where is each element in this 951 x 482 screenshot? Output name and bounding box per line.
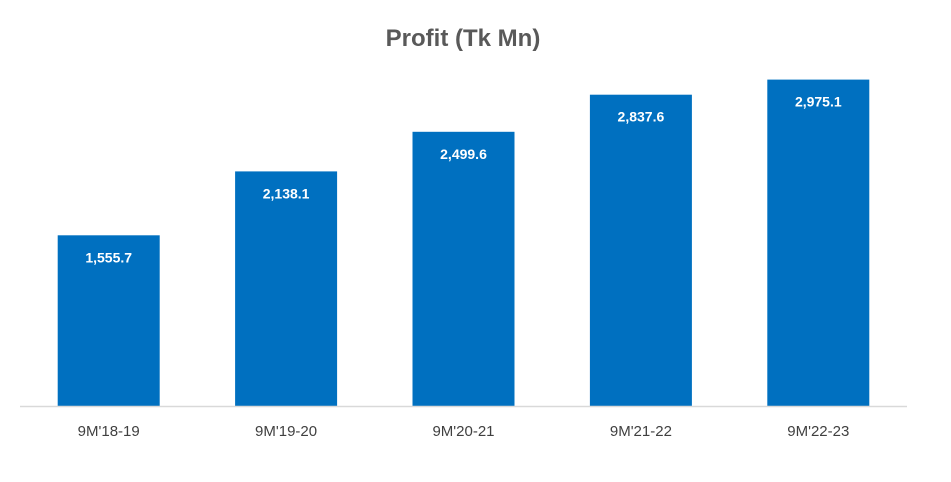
bar-3 — [589, 94, 692, 406]
x-tick-labels: 9M'18-19 9M'19-20 9M'20-21 9M'21-22 9M'22-23 — [78, 423, 850, 440]
x-tick-label-4: 9M'22-23 — [787, 423, 849, 440]
bar-2 — [412, 131, 515, 407]
bar-0 — [57, 235, 160, 406]
bar-1 — [235, 171, 338, 406]
data-label-1: 2,138.1 — [263, 185, 310, 201]
x-tick-label-2: 9M'20-21 — [432, 423, 494, 440]
data-label-3: 2,837.6 — [618, 109, 665, 125]
bar-4 — [767, 79, 870, 406]
chart-title: Profit (Tk Mn) — [386, 25, 541, 52]
x-tick-label-3: 9M'21-22 — [610, 423, 672, 440]
x-tick-label-1: 9M'19-20 — [255, 423, 317, 440]
data-label-4: 2,975.1 — [795, 94, 842, 110]
x-tick-label-0: 9M'18-19 — [78, 423, 140, 440]
data-label-2: 2,499.6 — [440, 146, 487, 162]
data-label-0: 1,555.7 — [85, 249, 132, 265]
bars-layer: 1,555.7 2,138.1 2,499.6 2,837.6 2,975.1 — [57, 79, 870, 407]
